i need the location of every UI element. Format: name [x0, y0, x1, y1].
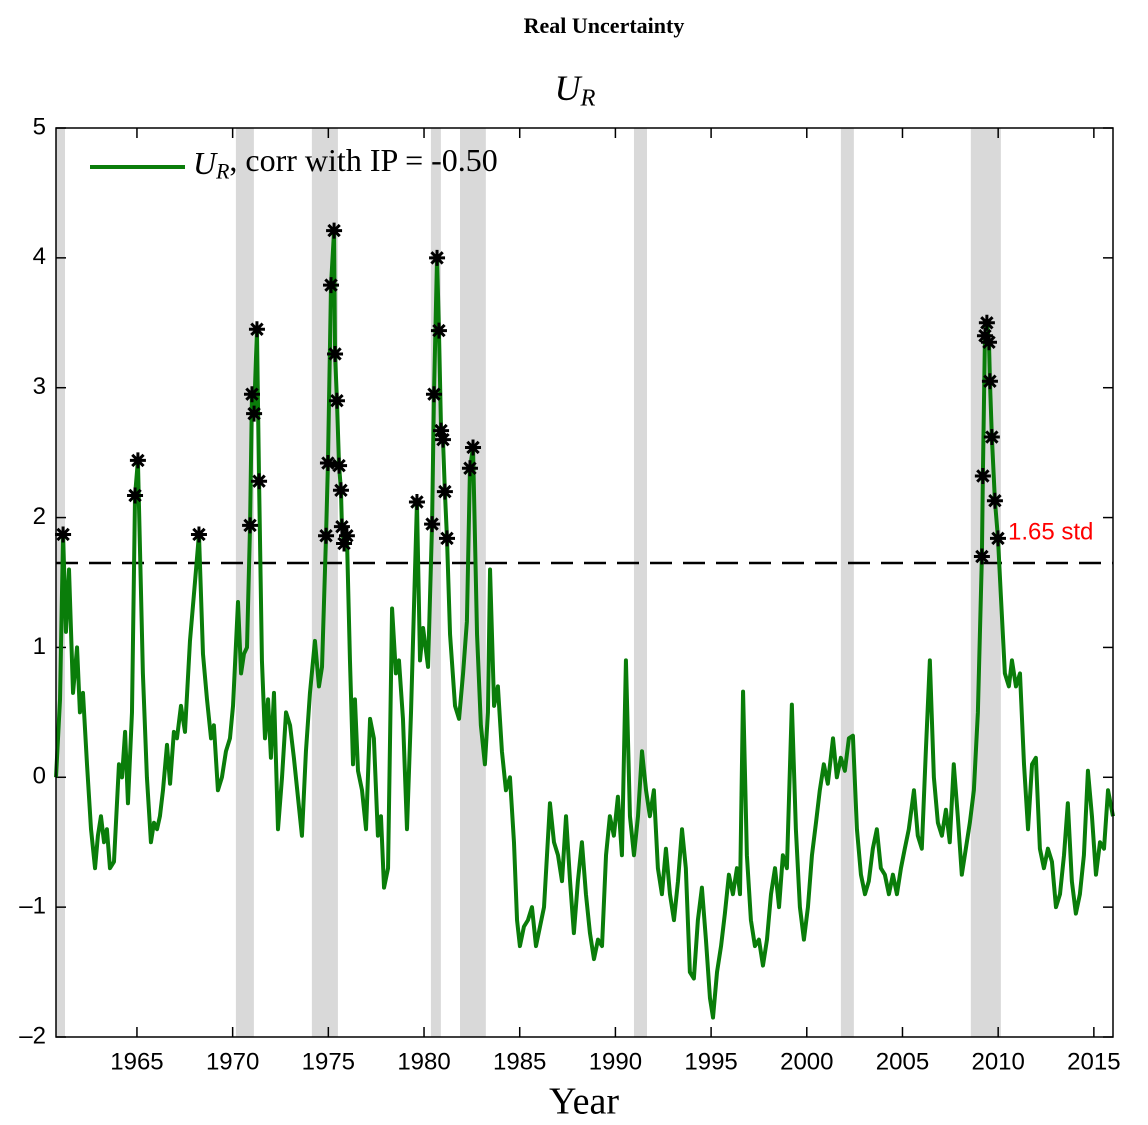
shaded-region	[460, 128, 486, 1037]
exceedance-marker	[438, 530, 455, 547]
shaded-region	[840, 128, 854, 1037]
y-tick-label: –2	[19, 1022, 46, 1049]
exceedance-marker	[336, 535, 353, 552]
y-tick-label: 2	[33, 503, 46, 530]
exceedance-marker	[251, 473, 268, 490]
exceedance-marker	[129, 452, 146, 469]
exceedance-marker	[326, 222, 343, 239]
exceedance-marker	[425, 386, 442, 403]
exceedance-marker	[973, 548, 990, 565]
chart-subtitle: UR	[555, 68, 596, 111]
exceedance-marker	[243, 386, 260, 403]
exceedance-marker	[981, 373, 998, 390]
y-tick-label: 3	[33, 373, 46, 400]
exceedance-marker	[980, 334, 997, 351]
shaded-region	[633, 128, 647, 1037]
exceedance-marker	[328, 392, 345, 409]
exceedance-marker	[434, 431, 451, 448]
chart-title: Real Uncertainty	[524, 13, 685, 38]
exceedance-marker	[433, 422, 450, 439]
exceedance-marker	[332, 482, 349, 499]
exceedance-marker	[978, 314, 995, 331]
y-tick-label: 1	[33, 633, 46, 660]
exceedance-marker	[974, 468, 991, 485]
exceedance-marker	[436, 483, 453, 500]
x-tick-label: 1980	[397, 1048, 450, 1075]
exceedance-marker	[430, 322, 447, 339]
exceedance-marker	[429, 249, 446, 266]
x-tick-label: 1990	[589, 1048, 642, 1075]
x-tick-label: 1985	[493, 1048, 546, 1075]
y-tick-label: –1	[19, 892, 46, 919]
shaded-region	[235, 128, 254, 1037]
exceedance-marker	[986, 492, 1003, 509]
exceedance-marker	[989, 530, 1006, 547]
exceedance-marker	[55, 526, 72, 543]
exceedance-marker	[327, 345, 344, 362]
shaded-region	[430, 128, 441, 1037]
plot-frame	[55, 127, 1114, 1038]
exceedance-marker	[976, 327, 993, 344]
exceedance-marker	[318, 527, 335, 544]
exceedance-marker	[323, 277, 340, 294]
exceedance-marker	[248, 321, 265, 338]
exceedance-marker	[246, 405, 263, 422]
threshold-label: 1.65 std	[1008, 518, 1093, 545]
exceedance-marker	[465, 439, 482, 456]
y-tick-label: 5	[33, 113, 46, 140]
shaded-region	[970, 128, 1001, 1037]
exceedance-marker	[190, 526, 207, 543]
exceedance-marker	[127, 487, 144, 504]
exceedance-marker	[331, 457, 348, 474]
exceedance-marker	[424, 516, 441, 533]
x-tick-label: 1965	[110, 1048, 163, 1075]
x-tick-label: 1970	[206, 1048, 259, 1075]
exceedance-marker	[333, 518, 350, 535]
exceedance-marker	[319, 455, 336, 472]
x-axis-label: Year	[549, 1081, 619, 1123]
series-line	[54, 228, 1115, 1020]
x-tick-label: 2005	[876, 1048, 929, 1075]
x-tick-label: 1975	[302, 1048, 355, 1075]
x-tick-label: 2000	[780, 1048, 833, 1075]
exceedance-marker	[338, 527, 355, 544]
exceedance-marker	[242, 517, 259, 534]
y-tick-label: 4	[33, 243, 46, 270]
x-tick-label: 1995	[684, 1048, 737, 1075]
exceedance-marker	[983, 429, 1000, 446]
exceedance-marker	[408, 493, 425, 510]
legend-label: UR, corr with IP = -0.50	[193, 142, 498, 183]
exceedance-marker	[461, 460, 478, 477]
y-tick-label: 0	[33, 763, 46, 790]
x-tick-label: 2015	[1067, 1048, 1120, 1075]
x-tick-label: 2010	[971, 1048, 1024, 1075]
